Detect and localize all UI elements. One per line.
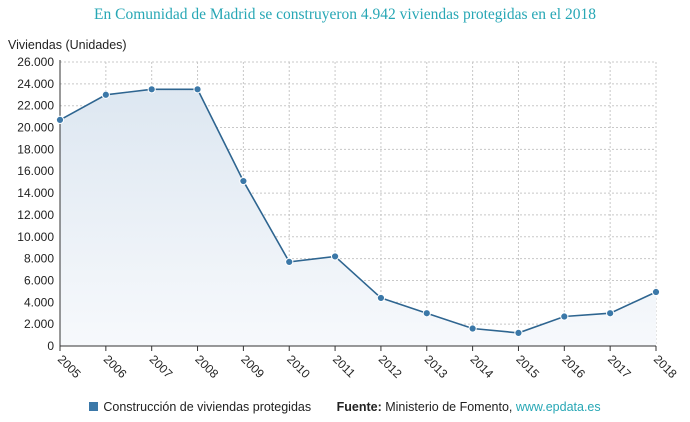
data-point-2016[interactable] xyxy=(560,312,569,321)
data-point-2007[interactable] xyxy=(147,85,156,94)
y-axis-label: Viviendas (Unidades) xyxy=(8,38,127,52)
source-link[interactable]: www.epdata.es xyxy=(515,400,601,414)
y-tick-label: 14.000 xyxy=(17,186,54,200)
y-tick-label: 26.000 xyxy=(17,55,54,69)
x-tick-labels: 2005 2006 2007 2008 2009 2010 2011 2012 2013 2014… xyxy=(55,352,680,381)
data-point-2014[interactable] xyxy=(468,324,477,333)
x-tick-label: 2016 xyxy=(559,352,588,381)
y-tick-labels: 0 2.000 4.000 6.000 8.000 10.000 12.000 14.000 1… xyxy=(17,55,54,353)
x-tick-label: 2018 xyxy=(651,352,680,381)
data-point-2015[interactable] xyxy=(514,328,523,337)
x-tick-label: 2008 xyxy=(192,352,221,381)
source-note: Fuente: Ministerio de Fomento, www.epdat… xyxy=(337,400,601,414)
source-label: Fuente: xyxy=(336,400,382,414)
y-tick-label: 12.000 xyxy=(17,208,54,222)
data-point-2017[interactable] xyxy=(606,309,615,318)
x-tick-label: 2005 xyxy=(55,352,84,381)
data-point-2006[interactable] xyxy=(101,90,110,99)
axes xyxy=(59,60,657,351)
data-point-2010[interactable] xyxy=(285,257,294,266)
x-tick-label: 2015 xyxy=(513,352,542,381)
data-point-2018[interactable] xyxy=(651,287,661,297)
data-point-2013[interactable] xyxy=(422,309,431,318)
source-text: Ministerio de Fomento, xyxy=(385,400,513,414)
y-tick-label: 0 xyxy=(47,339,54,353)
y-tick-label: 4.000 xyxy=(24,295,54,309)
x-tick-label: 2017 xyxy=(605,352,634,381)
x-tick-label: 2007 xyxy=(147,352,176,381)
chart-title: En Comunidad de Madrid se construyeron 4… xyxy=(94,6,596,23)
x-tick-label: 2010 xyxy=(284,352,313,381)
series-area xyxy=(60,89,656,347)
y-tick-label: 22.000 xyxy=(17,99,54,113)
series-line xyxy=(59,88,657,334)
data-point-2009[interactable] xyxy=(239,176,248,186)
x-tick-label: 2012 xyxy=(376,352,405,381)
y-tick-label: 2.000 xyxy=(24,317,54,331)
y-tick-label: 8.000 xyxy=(24,252,54,266)
y-tick-label: 16.000 xyxy=(17,164,54,178)
data-point-2012[interactable] xyxy=(376,293,386,303)
y-tick-label: 6.000 xyxy=(24,273,54,287)
legend-swatch xyxy=(89,402,99,411)
x-tick-label: 2009 xyxy=(238,352,267,381)
y-tick-label: 18.000 xyxy=(17,142,54,156)
x-tick-label: 2006 xyxy=(101,352,130,381)
data-point-2011[interactable] xyxy=(330,252,340,261)
y-tick-label: 10.000 xyxy=(17,230,54,244)
chart-footer: Construcción de viviendas protegidas Fue… xyxy=(0,400,690,414)
x-tick-label: 2014 xyxy=(467,352,496,381)
y-tick-label: 20.000 xyxy=(17,121,54,135)
data-points xyxy=(55,85,661,337)
data-point-2005[interactable] xyxy=(55,115,65,124)
y-tick-label: 24.000 xyxy=(17,77,54,91)
x-tick-label: 2013 xyxy=(422,352,451,381)
legend-item-label: Construcción de viviendas protegidas xyxy=(103,400,312,414)
data-point-2008[interactable] xyxy=(193,85,202,94)
x-tick-label: 2011 xyxy=(330,352,358,380)
